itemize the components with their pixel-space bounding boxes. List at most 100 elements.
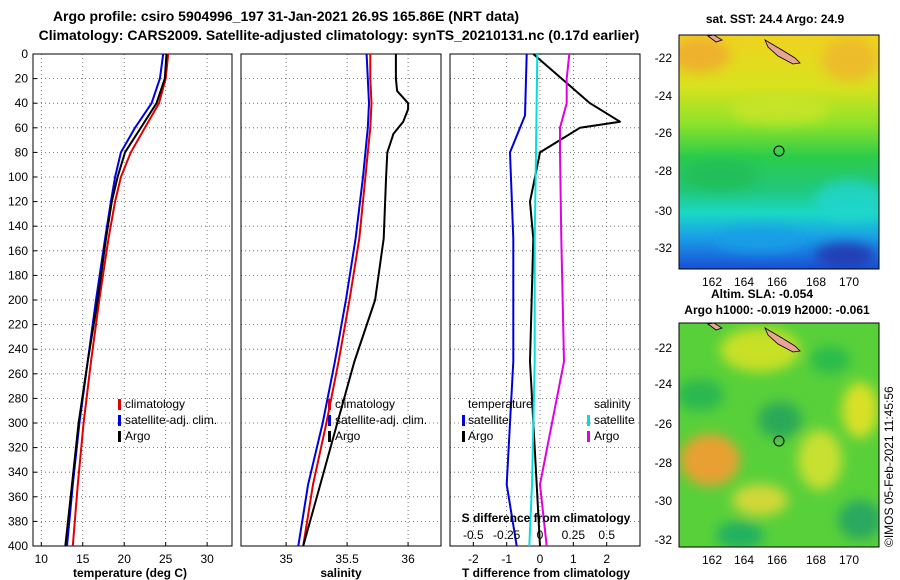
salinity-panel: 35 35.5 36 [240, 53, 442, 566]
sst-map-frame [678, 34, 880, 270]
new-caledonia-landmass [764, 327, 801, 353]
sst-ytick: -28 [655, 164, 673, 178]
sla-xtick: 166 [767, 553, 787, 567]
depth-tick-label: 280 [8, 391, 28, 405]
sla-xtick: 168 [806, 553, 826, 567]
x-tick-label: -1 [501, 552, 512, 566]
salinity-diff-tick-label: -0.5 [463, 528, 484, 542]
x-tick-label: 35.5 [335, 552, 359, 566]
legend-s-argo-swatch [587, 431, 590, 442]
profile-location-marker [773, 145, 785, 157]
legend-s-argo-label: Argo [594, 429, 620, 443]
legend-satellite-label: satellite-adj. clim. [125, 413, 217, 427]
depth-tick-label: 120 [8, 195, 28, 209]
new-caledonia-landmass [764, 39, 801, 65]
depth-tick-label: 80 [15, 145, 29, 159]
legend-argo-label: Argo [125, 429, 151, 443]
x-tick-label: 20 [118, 552, 132, 566]
depth-tick-label: 320 [8, 441, 28, 455]
legend-argo-label: Argo [335, 429, 361, 443]
salinity-legend: climatology satellite-adj. clim. Argo [328, 397, 427, 443]
difference-xlabel: T difference from climatology [462, 566, 630, 580]
figure-title-line1: Argo profile: csiro 5904996_197 31-Jan-2… [53, 8, 519, 24]
legend-argo-swatch [118, 431, 121, 442]
legend-climatology-swatch [328, 399, 331, 410]
temperature-legend: climatology satellite-adj. clim. Argo [118, 397, 217, 443]
depth-tick-label: 200 [8, 293, 28, 307]
sst-map-title: sat. SST: 24.4 Argo: 24.9 [706, 12, 845, 26]
difference-salinity-legend: salinity satellite Argo [587, 397, 635, 443]
sst-xtick: 166 [767, 275, 787, 289]
sla-heatmap-field [679, 323, 879, 547]
sst-heatmap-field [679, 35, 879, 269]
depth-tick-label: 260 [8, 367, 28, 381]
series-line-argo [302, 54, 410, 547]
legend-argo-swatch [328, 431, 331, 442]
difference-temperature-legend: temperature satellite Argo [462, 397, 533, 443]
plot-frame [32, 53, 233, 547]
depth-tick-label: 340 [8, 465, 28, 479]
series-line-salinity-satellite [528, 53, 539, 547]
sla-ytick: -28 [655, 456, 673, 470]
legend-t-argo-swatch [462, 431, 465, 442]
profile-location-marker [773, 435, 785, 447]
legend-climatology-label: climatology [335, 397, 395, 411]
x-tick-label: 30 [200, 552, 214, 566]
series-line-temperature-satellite [505, 53, 528, 547]
sst-ytick: -30 [655, 204, 673, 218]
plot-frame [449, 53, 641, 547]
depth-tick-label: 220 [8, 318, 28, 332]
x-tick-label: 10 [35, 552, 49, 566]
legend-climatology-label: climatology [125, 397, 185, 411]
depth-tick-label: 380 [8, 514, 28, 528]
series-line-salinity-argo [539, 53, 571, 547]
salinity-diff-tick-label: 0.5 [598, 528, 615, 542]
sla-map: Altim. SLA: -0.054 Argo h1000: -0.019 h2… [655, 287, 880, 567]
x-tick-label: -2 [468, 552, 479, 566]
series-line-satellite-adj-clim- [297, 53, 370, 547]
depth-tick-label: 40 [15, 96, 29, 110]
x-tick-label: 2 [603, 552, 610, 566]
x-tick-label: 0 [537, 552, 544, 566]
legend-salinity-header: salinity [594, 397, 631, 411]
salinity-diff-tick-label: 0.25 [562, 528, 586, 542]
depth-tick-label: 300 [8, 416, 28, 430]
legend-temperature-header: temperature [468, 397, 533, 411]
series-line-argo [64, 53, 168, 547]
sla-xtick: 170 [839, 553, 859, 567]
depth-tick-label: 60 [15, 121, 29, 135]
x-tick-label: 25 [159, 552, 173, 566]
sla-map-title-line1: Altim. SLA: -0.054 [711, 287, 813, 301]
salinity-diff-tick-label: -0.25 [493, 528, 521, 542]
x-tick-label: 1 [570, 552, 577, 566]
temperature-panel: 10 15 20 25 30020406080100120140160180200220… [8, 47, 233, 566]
sla-ytick: -30 [655, 494, 673, 508]
difference-xlabel-top: S difference from climatology [462, 511, 631, 525]
legend-satellite-swatch [118, 415, 121, 426]
sst-xtick: 168 [806, 275, 826, 289]
figure-title-line2: Climatology: CARS2009. Satellite-adjuste… [39, 27, 640, 43]
sst-ytick: -22 [655, 51, 673, 65]
depth-tick-label: 240 [8, 342, 28, 356]
depth-tick-label: 360 [8, 490, 28, 504]
legend-satellite-swatch [328, 415, 331, 426]
sst-ytick: -32 [655, 241, 673, 255]
sla-map-frame [678, 322, 880, 548]
sla-xtick: 162 [702, 553, 722, 567]
sla-map-title-line2: Argo h1000: -0.019 h2000: -0.061 [684, 303, 870, 317]
legend-s-satellite-swatch [587, 415, 590, 426]
sla-ytick: -32 [655, 533, 673, 547]
difference-panel: -2 -1 0 1 2 -0.5 -0.25 0 0.25 0.5 [449, 53, 641, 566]
depth-tick-label: 140 [8, 219, 28, 233]
legend-s-satellite-label: satellite [594, 413, 635, 427]
x-tick-label: 36 [401, 552, 415, 566]
series-line-climatology [302, 54, 373, 547]
sla-xtick: 164 [734, 553, 754, 567]
depth-tick-label: 100 [8, 170, 28, 184]
depth-tick-label: 400 [8, 539, 28, 553]
depth-tick-label: 0 [21, 47, 28, 61]
plot-frame [240, 53, 442, 547]
legend-t-argo-label: Argo [468, 429, 494, 443]
credit-text: ©IMOS 05-Feb-2021 11:45:56 [882, 386, 896, 547]
